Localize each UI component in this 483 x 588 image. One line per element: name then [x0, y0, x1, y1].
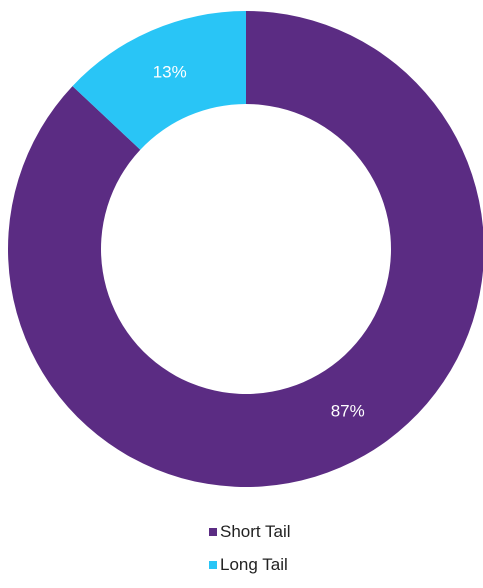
slice-long-tail: [72, 11, 247, 150]
legend-swatch-long-tail: [209, 561, 217, 569]
legend-item-short-tail: Short Tail: [209, 522, 409, 542]
donut-slices: [8, 11, 483, 487]
data-label-short-tail: 87%: [331, 401, 365, 420]
data-label-long-tail: 13%: [153, 62, 187, 81]
legend-label-short-tail: Short Tail: [220, 522, 291, 541]
legend: Short Tail Long Tail: [209, 522, 409, 588]
slice-labels: 87% 13%: [153, 62, 365, 420]
slice-short-tail: [8, 11, 483, 487]
legend-swatch-short-tail: [209, 528, 217, 536]
legend-item-long-tail: Long Tail: [209, 555, 409, 575]
donut-chart: 87% 13%: [8, 11, 483, 487]
legend-label-long-tail: Long Tail: [220, 555, 288, 574]
